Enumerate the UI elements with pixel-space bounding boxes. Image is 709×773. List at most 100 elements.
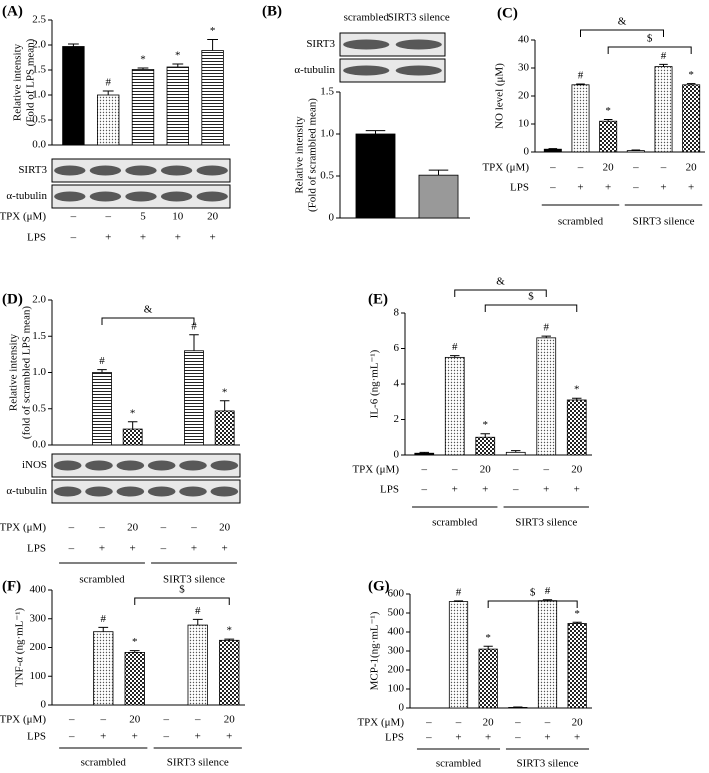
significance-mark: #	[452, 341, 458, 353]
y-tick-label: 1.0	[32, 366, 46, 378]
panel-label: (G)	[368, 578, 390, 594]
condition-value: –	[68, 731, 75, 743]
blot-band	[179, 486, 207, 497]
y-axis-label: (Fold of scrambled mean)	[307, 98, 319, 212]
condition-label: TPX (μM)	[352, 464, 399, 476]
bar	[478, 648, 498, 709]
condition-value: –	[577, 162, 584, 174]
condition-value: –	[70, 211, 77, 223]
y-tick-label: 100	[388, 683, 405, 695]
bar	[122, 428, 143, 446]
condition-value: 20	[127, 522, 139, 534]
error-bar	[102, 90, 114, 95]
error-bar	[189, 334, 199, 351]
condition-value: +	[574, 732, 580, 744]
condition-value: –	[160, 522, 167, 534]
significance-mark: *	[222, 386, 228, 398]
condition-label: TPX (μM)	[0, 522, 46, 534]
group-label: scrambled	[432, 517, 478, 529]
y-tick-label: 0.5	[320, 170, 334, 182]
bar	[214, 410, 235, 446]
bar	[201, 50, 224, 146]
condition-value: +	[482, 484, 488, 496]
significance-mark: #	[105, 77, 111, 89]
bar	[571, 84, 590, 153]
condition-value: +	[175, 232, 181, 244]
significance-mark: *	[132, 636, 138, 648]
y-tick-label: 10	[518, 118, 530, 130]
condition-value: 20	[207, 211, 219, 223]
condition-value: –	[451, 464, 458, 476]
bracket	[607, 46, 692, 54]
y-tick-label: 0	[394, 449, 400, 461]
y-tick-label: 8	[394, 307, 400, 319]
bracket-label: $	[179, 584, 185, 596]
condition-value: +	[195, 731, 201, 743]
error-bar	[576, 83, 585, 85]
y-tick-label: 0.0	[32, 439, 46, 451]
blot-band	[210, 460, 239, 471]
blot-band	[179, 460, 207, 471]
y-tick-label: 0	[329, 212, 335, 224]
y-tick-label: 1.0	[320, 128, 334, 140]
condition-value: –	[421, 484, 428, 496]
blot-label: iNOS	[22, 459, 47, 471]
y-tick-label: 500	[388, 607, 405, 619]
group-label: SIRT3 silence	[515, 517, 577, 529]
bar	[92, 372, 112, 446]
bracket	[101, 317, 195, 325]
significance-mark: *	[574, 608, 580, 620]
condition-value: +	[209, 232, 215, 244]
condition-value: +	[660, 182, 666, 194]
error-bar	[453, 600, 464, 602]
significance-mark: *	[227, 625, 233, 637]
blot-band	[147, 460, 176, 471]
panel-label: (C)	[497, 5, 518, 21]
error-bar	[127, 421, 138, 430]
significance-mark: #	[99, 355, 105, 367]
group-label: SIRT3 silence	[163, 574, 225, 586]
condition-label: LPS	[27, 731, 46, 743]
condition-value: +	[140, 232, 146, 244]
condition-value: +	[226, 731, 232, 743]
blot-header: scrambled	[344, 12, 390, 24]
condition-value: –	[512, 464, 519, 476]
condition-value: +	[485, 732, 491, 744]
panel-label: (D)	[2, 291, 23, 307]
y-tick-label: 0.5	[32, 114, 46, 126]
error-bar	[483, 645, 493, 650]
bracket-label: &	[144, 304, 153, 316]
bracket-label: &	[496, 276, 505, 288]
y-tick-label: 0	[399, 702, 405, 714]
y-axis-label: (Fold of LPS mean)	[25, 38, 37, 126]
blot-band	[85, 460, 113, 471]
condition-value: +	[605, 182, 611, 194]
condition-label: TPX (μM)	[0, 714, 46, 726]
bracket	[487, 600, 578, 608]
blot-frame	[51, 453, 241, 478]
condition-value: +	[574, 484, 580, 496]
y-tick-label: 6	[394, 342, 400, 354]
blot-band	[116, 486, 145, 497]
condition-value: +	[544, 732, 550, 744]
y-tick-label: 0.5	[32, 402, 46, 414]
blot-band	[147, 486, 176, 497]
blot-label: α-tubulin	[6, 190, 47, 202]
condition-label: LPS	[510, 182, 529, 194]
blot-label: SIRT3	[306, 38, 335, 50]
significance-mark: #	[544, 322, 550, 334]
y-axis-label: (fold of scrambled LPS mean)	[21, 306, 33, 440]
condition-value: 20	[224, 714, 236, 726]
bar	[414, 452, 435, 456]
bracket	[134, 597, 230, 605]
condition-value: +	[455, 732, 461, 744]
group-label: SIRT3 silence	[167, 757, 229, 769]
condition-value: +	[105, 232, 111, 244]
condition-value: –	[514, 732, 521, 744]
condition-value: +	[543, 484, 549, 496]
condition-value: –	[104, 211, 111, 223]
error-bar	[572, 397, 582, 400]
bar	[537, 600, 558, 709]
y-tick-label: 400	[30, 584, 47, 596]
significance-mark: *	[688, 69, 694, 81]
